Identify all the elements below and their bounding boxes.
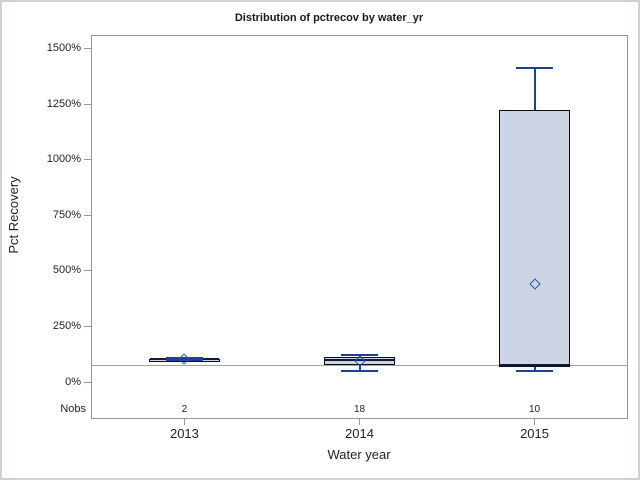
y-tick-label: 750%: [52, 209, 81, 221]
y-tick-mark: [84, 104, 91, 105]
median-line: [325, 359, 394, 362]
whisker-cap-top: [341, 354, 378, 357]
y-tick-label: 250%: [52, 320, 81, 332]
y-tick-mark: [84, 48, 91, 49]
y-tick-label: 1000%: [46, 153, 81, 165]
whisker-cap-bottom: [341, 370, 378, 373]
y-tick-mark: [84, 270, 91, 271]
x-category-label: 2014: [345, 426, 374, 441]
y-tick-mark: [84, 326, 91, 327]
nobs-value: 10: [528, 404, 541, 415]
whisker-cap-top: [516, 67, 554, 69]
chart-title: Distribution of pctrecov by water_yr: [234, 12, 424, 24]
median-line: [149, 358, 219, 361]
nobs-value: 2: [181, 404, 188, 415]
y-tick-label: 1500%: [46, 42, 81, 54]
whisker-cap-bottom: [516, 370, 554, 373]
y-axis-title: Pct Recovery: [6, 176, 21, 254]
nobs-value: 18: [353, 404, 366, 415]
y-tick-label: 0%: [65, 376, 81, 388]
y-tick-label: 1250%: [46, 98, 81, 110]
x-category-label: 2015: [520, 426, 549, 441]
whisker-line-upper: [533, 68, 536, 111]
x-tick-mark: [183, 418, 185, 425]
whisker-line-lower: [533, 366, 536, 372]
whisker-cap-bottom: [165, 359, 203, 362]
y-tick-label: 500%: [52, 264, 81, 276]
nobs-row-label: Nobs: [60, 403, 86, 415]
y-tick-mark: [84, 215, 91, 216]
y-tick-mark: [84, 159, 91, 160]
x-tick-mark: [359, 418, 360, 425]
whisker-line-lower: [358, 364, 361, 372]
x-axis-title: Water year: [327, 447, 391, 462]
box-2015: [499, 110, 571, 367]
x-category-label: 2013: [169, 426, 199, 441]
x-tick-mark: [534, 418, 536, 425]
median-line: [500, 363, 570, 366]
whisker-cap-top: [165, 357, 203, 360]
y-tick-mark: [84, 382, 91, 383]
